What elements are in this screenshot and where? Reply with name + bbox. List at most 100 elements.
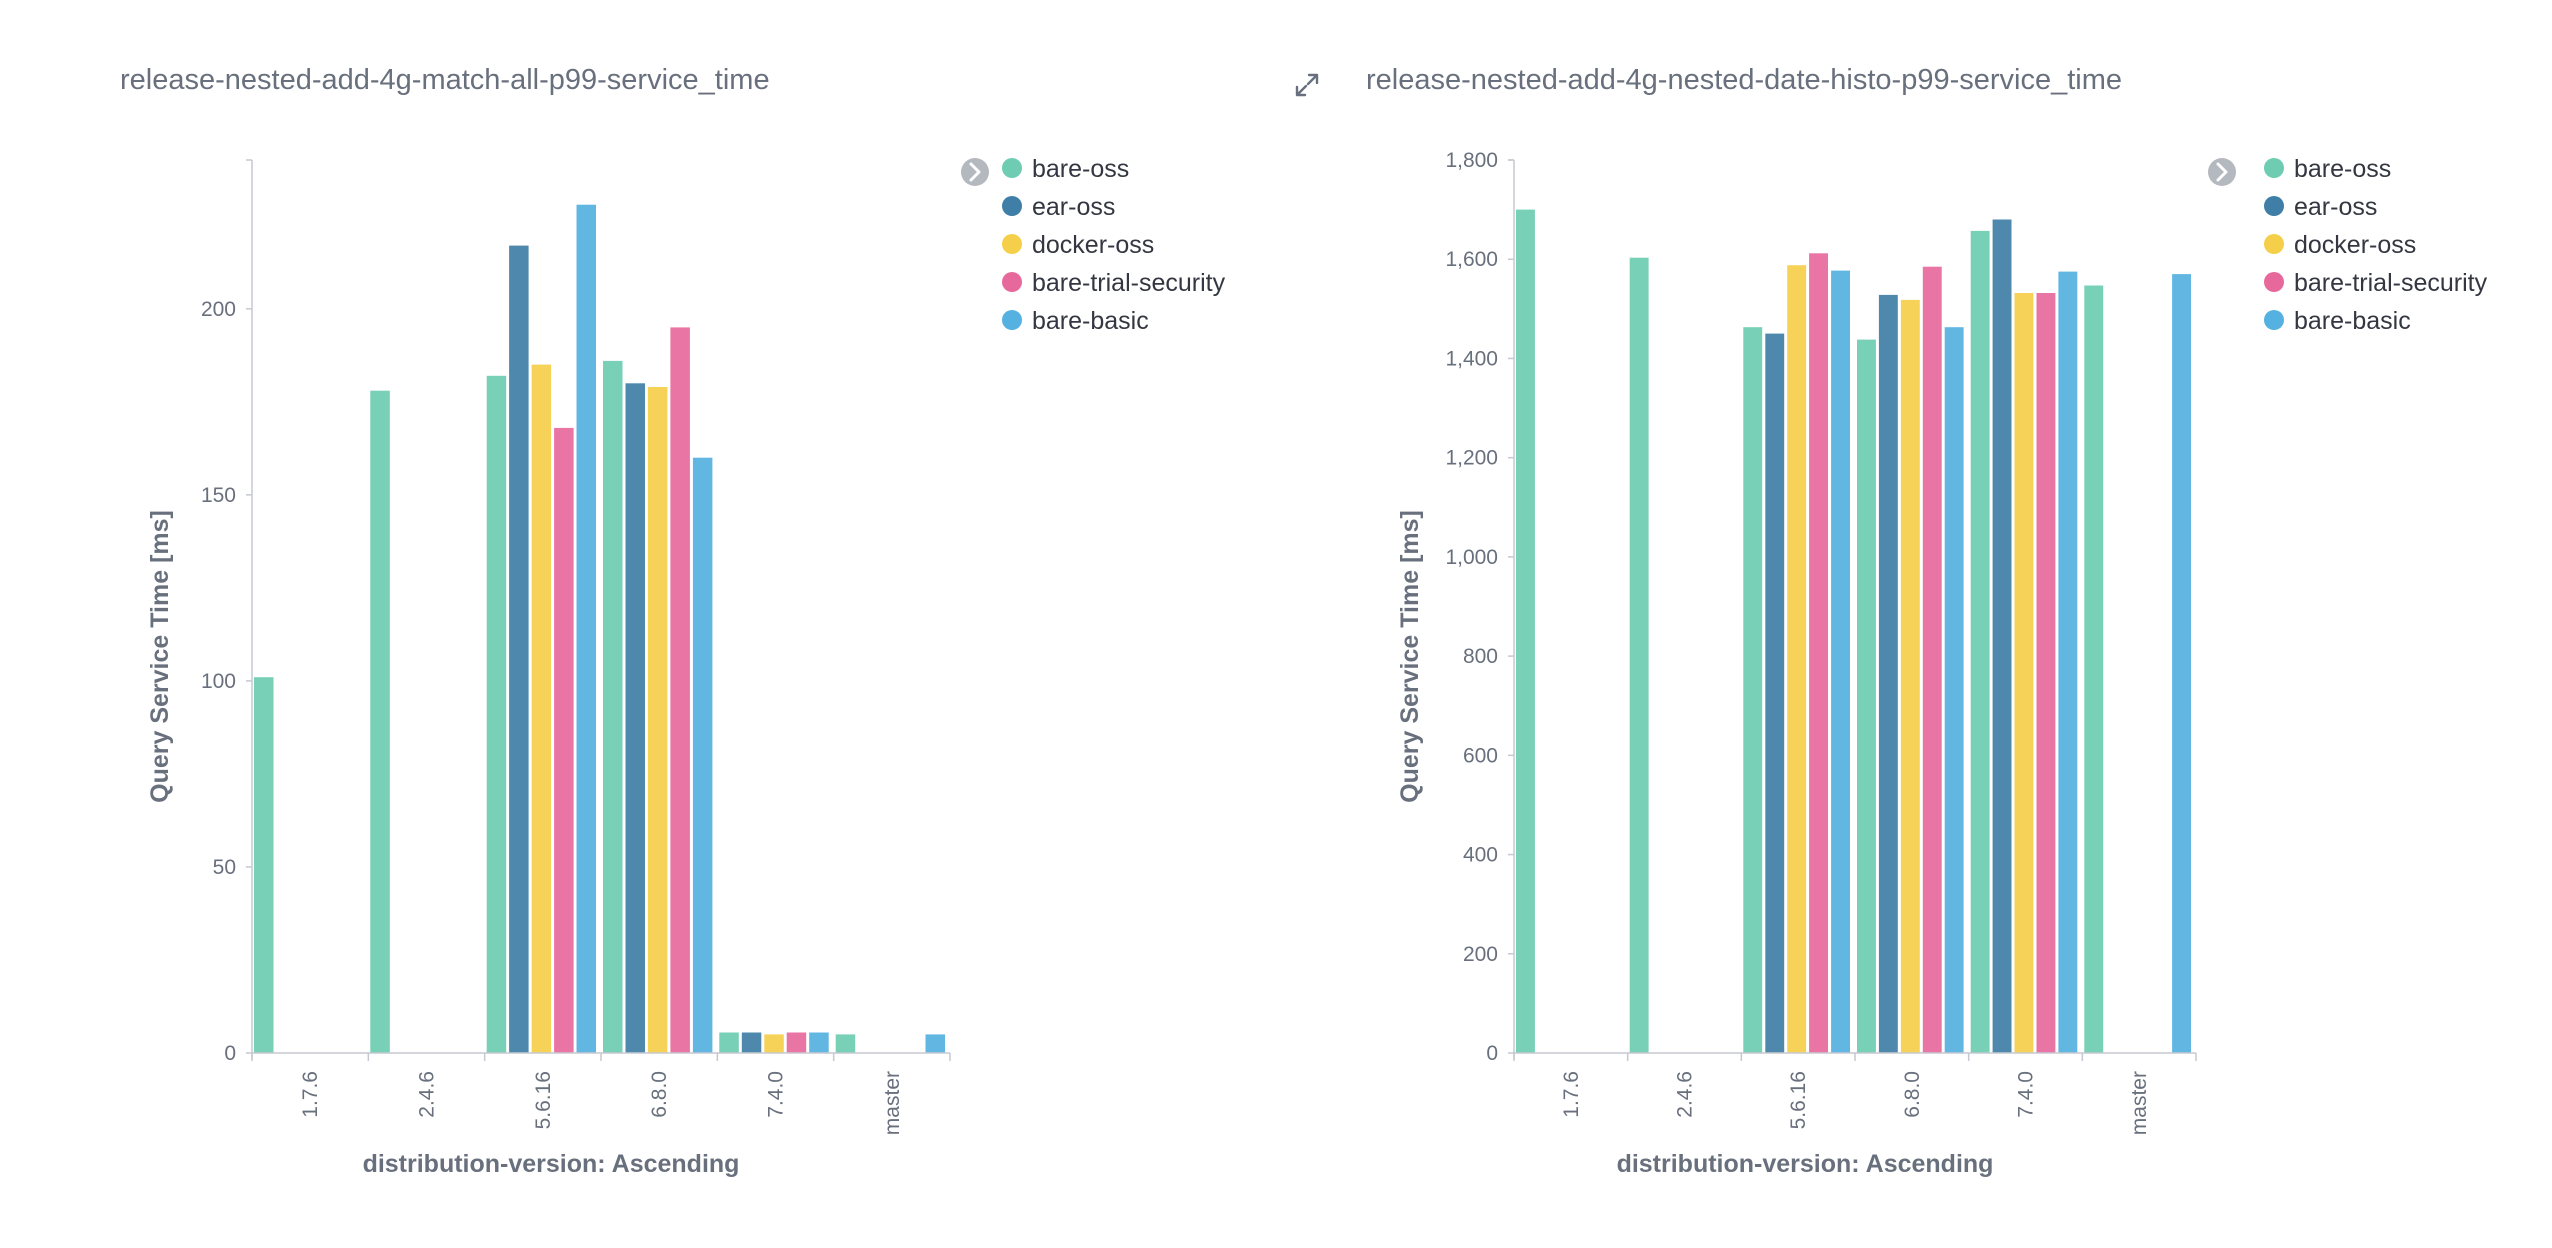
bar-bare-oss-6.8.0[interactable] [603, 360, 623, 1053]
bar-bare-oss-1.7.6[interactable] [254, 677, 274, 1053]
bar-docker-oss-6.8.0[interactable] [647, 387, 668, 1053]
y-tick-label: 0 [224, 1042, 236, 1065]
legend-item-bare-trial-security[interactable]: bare-trial-security [2264, 269, 2488, 297]
legend-item-docker-oss[interactable]: docker-oss [1002, 231, 1154, 259]
x-tick-label: 2.4.6 [416, 1071, 439, 1118]
bar-bare-basic-master[interactable] [2172, 274, 2191, 1054]
bar-bare-oss-master[interactable] [2084, 285, 2104, 1054]
chart-panel-left: release-nested-add-4g-match-all-p99-serv… [120, 64, 1226, 1178]
x-tick-label: master [2128, 1071, 2151, 1135]
legend-toggle-circle[interactable] [961, 158, 989, 186]
legend-swatch [1002, 158, 1022, 178]
expand-icon[interactable] [1294, 72, 1320, 98]
bar-docker-oss-7.4.0[interactable] [2014, 293, 2034, 1053]
bar-docker-oss-6.8.0[interactable] [1900, 299, 1920, 1053]
x-tick-label: master [881, 1071, 904, 1135]
bar-bare-trial-security-5.6.16[interactable] [1809, 253, 1828, 1054]
legend-swatch [1002, 310, 1022, 330]
bar-bare-basic-5.6.16[interactable] [1831, 270, 1850, 1054]
bar-bare-basic-6.8.0[interactable] [1944, 327, 1964, 1053]
legend-item-ear-oss[interactable]: ear-oss [2264, 193, 2377, 221]
bar-bare-basic-7.4.0[interactable] [2058, 271, 2078, 1054]
legend-toggle-circle[interactable] [2208, 158, 2236, 186]
y-tick-label: 100 [201, 670, 236, 693]
legend-item-bare-trial-security[interactable]: bare-trial-security [1002, 269, 1226, 297]
bar-ear-oss-6.8.0[interactable] [1878, 294, 1898, 1053]
legend-label: bare-basic [1032, 307, 1149, 335]
legend-label: ear-oss [2294, 193, 2377, 221]
legend-item-docker-oss[interactable]: docker-oss [2264, 231, 2416, 259]
bar-bare-trial-security-5.6.16[interactable] [554, 427, 574, 1053]
bar-bare-oss-7.4.0[interactable] [719, 1032, 739, 1054]
chart-title: release-nested-add-4g-match-all-p99-serv… [120, 64, 770, 96]
bar-bare-oss-6.8.0[interactable] [1857, 339, 1876, 1054]
bar-chart-nested-date-histo: 0 200 400 600 800 1,000 1,200 1,400 1,600 1,800 1.… [1396, 149, 2488, 1178]
bar-bare-trial-security-7.4.0[interactable] [2036, 293, 2056, 1053]
legend-toggle-icon[interactable] [2208, 158, 2236, 186]
bar-bare-basic-5.6.16[interactable] [576, 204, 597, 1053]
x-tick-label: 5.6.16 [1787, 1071, 1810, 1129]
chart-panel-right: release-nested-add-4g-nested-date-histo-… [1276, 0, 2552, 1248]
x-axis-title: distribution-version: Ascending [1617, 1150, 1994, 1178]
bar-bare-oss-7.4.0[interactable] [1970, 230, 1990, 1053]
bar-bare-oss-2.4.6[interactable] [1629, 257, 1649, 1053]
bar-bare-oss-2.4.6[interactable] [370, 390, 390, 1053]
y-tick-label: 1,200 [1445, 447, 1498, 470]
legend-swatch [1002, 272, 1022, 292]
bar-ear-oss-5.6.16[interactable] [1765, 333, 1785, 1054]
bar-ear-oss-6.8.0[interactable] [625, 383, 646, 1054]
bar-bare-trial-security-6.8.0[interactable] [1922, 266, 1942, 1053]
legend-swatch [2264, 196, 2284, 216]
x-tick-label: 6.8.0 [1901, 1071, 1924, 1118]
chart-title: release-nested-add-4g-nested-date-histo-… [1366, 64, 2123, 96]
bar-bare-oss-master[interactable] [835, 1034, 856, 1053]
bar-bare-oss-5.6.16[interactable] [1743, 327, 1763, 1053]
bar-docker-oss-5.6.16[interactable] [1787, 265, 1807, 1053]
legend-swatch [2264, 158, 2284, 178]
legend-label: bare-oss [1032, 155, 1129, 183]
legend-item-bare-oss[interactable]: bare-oss [1002, 155, 1129, 183]
x-tick-label: 5.6.16 [532, 1071, 555, 1129]
y-tick-label: 800 [1463, 645, 1498, 668]
legend-item-bare-basic[interactable]: bare-basic [2264, 307, 2411, 335]
bar-ear-oss-7.4.0[interactable] [1992, 219, 2012, 1054]
legend-item-ear-oss[interactable]: ear-oss [1002, 193, 1115, 221]
bar-ear-oss-5.6.16[interactable] [509, 245, 529, 1054]
y-tick-label: 600 [1463, 744, 1498, 767]
legend-item-bare-oss[interactable]: bare-oss [2264, 155, 2391, 183]
bar-bare-basic-6.8.0[interactable] [692, 457, 713, 1053]
bar-docker-oss-5.6.16[interactable] [531, 364, 552, 1054]
bar-bare-trial-security-6.8.0[interactable] [670, 327, 690, 1053]
y-tick-label: 1,000 [1445, 546, 1498, 569]
bar-bare-basic-master[interactable] [925, 1034, 946, 1053]
y-tick-label: 1,800 [1445, 149, 1498, 172]
x-tick-label: 6.8.0 [648, 1071, 671, 1118]
y-tick-label: 200 [201, 298, 236, 321]
legend-label: bare-trial-security [2294, 269, 2488, 297]
bar-bare-basic-7.4.0[interactable] [809, 1032, 829, 1054]
y-tick-label: 200 [1463, 943, 1498, 966]
chevron-right-icon [2216, 162, 2228, 182]
y-tick-label: 150 [201, 484, 236, 507]
legend-label: docker-oss [1032, 231, 1154, 259]
bar-bare-trial-security-7.4.0[interactable] [786, 1032, 807, 1054]
legend-swatch [1002, 234, 1022, 254]
legend-label: ear-oss [1032, 193, 1115, 221]
x-tick-label: 1.7.6 [1560, 1071, 1583, 1118]
bar-docker-oss-7.4.0[interactable] [764, 1034, 784, 1053]
x-tick-label: 1.7.6 [299, 1071, 322, 1118]
bar-ear-oss-7.4.0[interactable] [741, 1032, 762, 1054]
y-tick-label: 1,400 [1445, 347, 1498, 370]
y-tick-label: 50 [213, 856, 236, 879]
y-tick-label: 1,600 [1445, 248, 1498, 271]
legend-label: bare-trial-security [1032, 269, 1226, 297]
legend-label: bare-basic [2294, 307, 2411, 335]
legend-item-bare-basic[interactable]: bare-basic [1002, 307, 1149, 335]
bar-bare-oss-1.7.6[interactable] [1516, 209, 1535, 1054]
legend-toggle-icon[interactable] [961, 158, 989, 186]
legend-swatch [1002, 196, 1022, 216]
legend-swatch [2264, 234, 2284, 254]
bar-bare-oss-5.6.16[interactable] [486, 375, 507, 1053]
x-axis-title: distribution-version: Ascending [363, 1150, 740, 1178]
legend-label: docker-oss [2294, 231, 2416, 259]
